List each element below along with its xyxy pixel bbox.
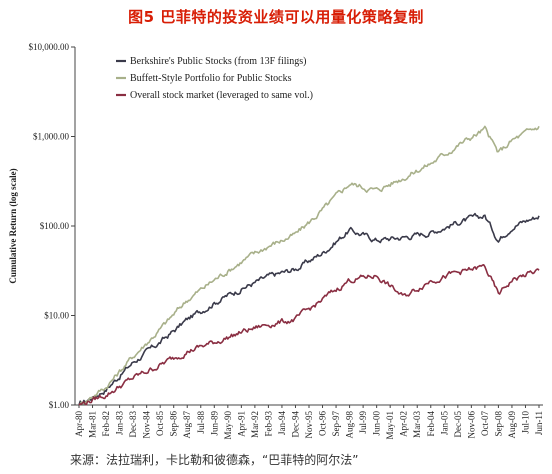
x-tick-label: Apr-91 — [236, 411, 246, 437]
y-tick-label: $100.00 — [40, 221, 70, 231]
chart-lines — [78, 125, 540, 406]
x-tick-label: Jul-88 — [196, 411, 206, 434]
y-tick-label: $1,000.00 — [33, 132, 70, 142]
x-tick-label: Mar-81 — [88, 411, 98, 438]
chart-legend: Berkshire's Public Stocks (from 13F fili… — [116, 56, 313, 101]
x-tick-label: Feb-93 — [263, 411, 273, 437]
x-tick-label: Feb-04 — [426, 411, 436, 437]
x-tick-label: Sep-97 — [331, 411, 341, 437]
x-tick-label: Jul-99 — [358, 411, 368, 434]
x-tick-label: Jul-10 — [520, 411, 530, 434]
y-axis-title: Cumulative Return (log scale) — [8, 168, 18, 283]
x-tick-label: May-90 — [223, 411, 233, 440]
x-tick-label: Nov-95 — [304, 411, 314, 439]
x-tick-label: Jun-89 — [209, 411, 219, 436]
legend-label: Buffett-Style Portfolio for Public Stock… — [130, 73, 292, 84]
x-tick-label: Dec-83 — [128, 411, 138, 438]
x-tick-label: Jan-94 — [277, 411, 287, 435]
x-tick-label: Apr-02 — [399, 411, 409, 437]
x-tick-label: Jan-05 — [439, 411, 449, 435]
source-note: 来源：法拉瑞利，卡比勒和彼德森，“巴菲特的阿尔法” — [70, 453, 359, 467]
x-tick-label: Dec-05 — [453, 411, 463, 438]
x-tick-label: Nov-06 — [466, 411, 476, 439]
series-line — [78, 212, 540, 406]
x-tick-label: Jun-00 — [372, 411, 382, 436]
figure-title: 图5 巴菲特的投资业绩可以用量化策略复制 — [128, 8, 424, 26]
x-tick-label: Sep-86 — [169, 411, 179, 437]
x-tick-label: Aug-09 — [507, 411, 517, 439]
x-tick-label: Oct-96 — [318, 411, 328, 436]
x-tick-label: Mar-03 — [412, 411, 422, 438]
x-tick-label: Dec-94 — [290, 411, 300, 438]
x-tick-label: May-01 — [385, 411, 395, 440]
x-tick-label: Oct-07 — [480, 411, 490, 436]
x-tick-label: Oct-85 — [155, 411, 165, 436]
x-tick-label: Apr-80 — [74, 411, 84, 437]
legend-label: Overall stock market (leveraged to same … — [130, 90, 313, 101]
y-tick-label: $10,000.00 — [29, 42, 70, 52]
x-tick-label: Sep-08 — [493, 411, 503, 437]
x-tick-label: Jun-11 — [534, 411, 544, 435]
x-tick-label: Jan-83 — [115, 411, 125, 435]
x-tick-label: Aug-87 — [182, 411, 192, 439]
y-tick-label: $10.00 — [44, 311, 69, 321]
x-tick-label: Aug-98 — [345, 411, 355, 439]
series-line — [78, 125, 540, 406]
series-line — [78, 263, 540, 406]
x-tick-label: Nov-84 — [142, 411, 152, 439]
y-tick-label: $1.00 — [49, 400, 70, 410]
x-tick-label: Mar-92 — [250, 411, 260, 438]
legend-label: Berkshire's Public Stocks (from 13F fili… — [130, 56, 307, 67]
chart-axes: $1.00 $10.00 $100.00 $1,000.00 $10,000.00 Cum… — [8, 42, 544, 440]
x-tick-label: Feb-82 — [101, 411, 111, 437]
